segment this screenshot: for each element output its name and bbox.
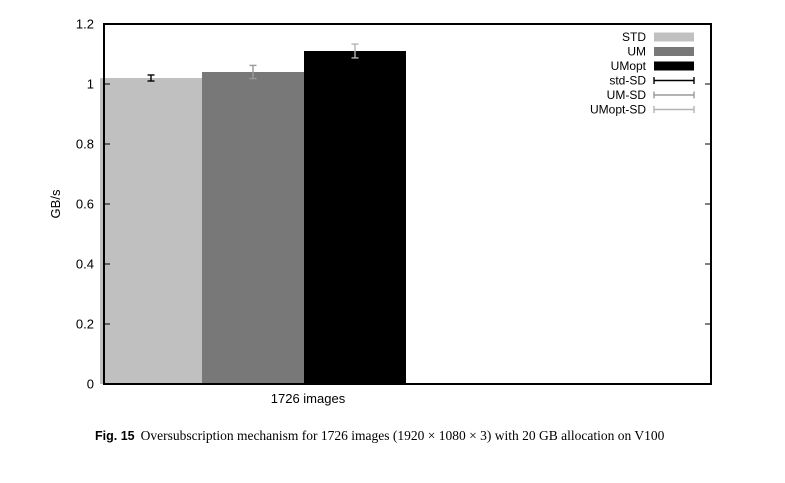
bar-umopt [304, 51, 406, 384]
legend-label: std-SD [609, 74, 646, 88]
y-tick-label: 0.6 [76, 197, 94, 212]
y-axis-ticks: 0 0.2 0.4 0.6 0.8 1 1.2 [76, 17, 711, 392]
legend-swatch-umopt [654, 61, 694, 71]
legend-swatch-std [654, 32, 694, 42]
figure-label: Fig. 15 [95, 429, 135, 443]
bar-std [100, 78, 202, 384]
legend-label: UM-SD [607, 88, 647, 102]
legend-label: UM [627, 45, 646, 59]
x-axis-ticks: 1726 images [271, 378, 346, 406]
figure-caption-text: Oversubscription mechanism for 1726 imag… [140, 428, 665, 443]
figure-caption: Fig. 15 Oversubscription mechanism for 17… [95, 428, 664, 444]
bars-layer [100, 51, 406, 384]
legend-label: UMopt [611, 59, 647, 73]
x-tick-label: 1726 images [271, 391, 346, 406]
bar-um [202, 72, 304, 384]
legend-label: UMopt-SD [590, 103, 646, 117]
y-tick-label: 1 [87, 77, 94, 92]
y-tick-label: 1.2 [76, 17, 94, 32]
y-tick-label: 0.2 [76, 317, 94, 332]
y-tick-label: 0.4 [76, 257, 94, 272]
legend-label: STD [622, 30, 646, 44]
error-bars-layer [147, 43, 359, 82]
legend-swatch-um [654, 47, 694, 56]
y-axis-label: GB/s [48, 189, 63, 218]
y-tick-label: 0 [87, 377, 94, 392]
chart: 00.20.40.60.811.2 1726 images GB/s STDUM… [48, 17, 712, 406]
y-tick-label: 0.8 [76, 137, 94, 152]
